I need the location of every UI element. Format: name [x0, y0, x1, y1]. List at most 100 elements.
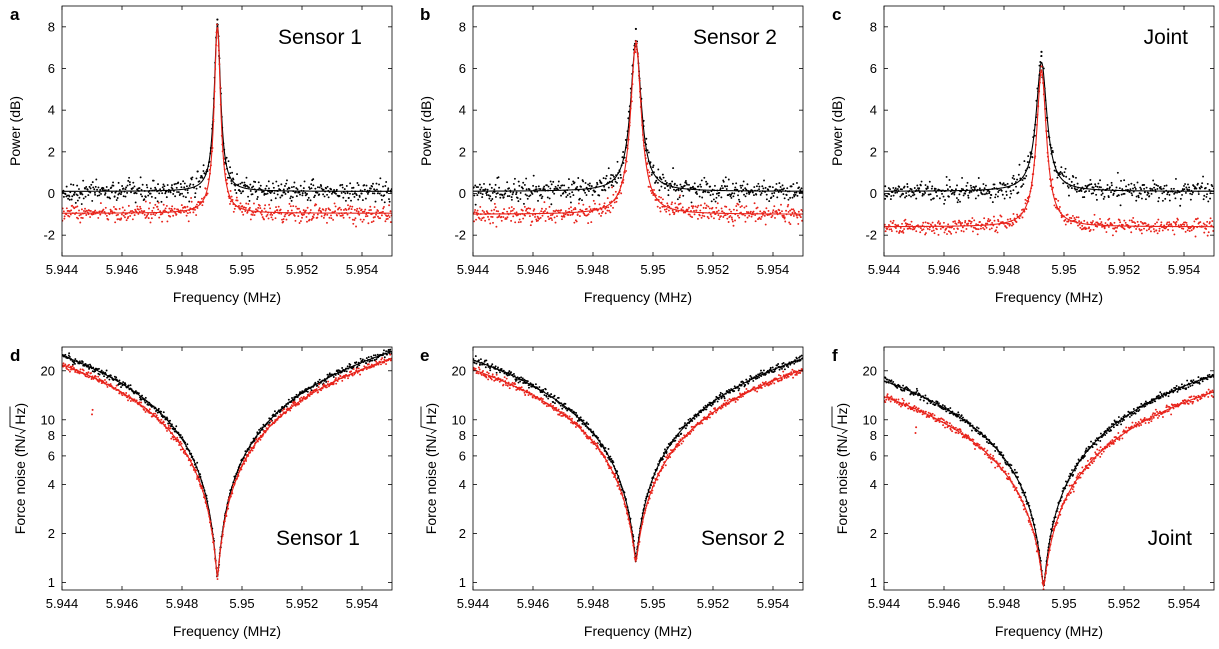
data-point — [693, 417, 696, 420]
data-point — [884, 223, 886, 226]
data-point — [363, 365, 366, 368]
data-point — [1136, 181, 1139, 184]
data-point — [373, 192, 376, 195]
data-point — [581, 422, 584, 425]
data-point — [93, 191, 96, 194]
data-point — [270, 199, 273, 202]
data-point — [713, 211, 716, 213]
data-point — [524, 193, 527, 196]
data-point — [300, 396, 303, 399]
data-point — [892, 194, 895, 197]
data-point — [1123, 192, 1126, 195]
data-point — [552, 180, 555, 183]
data-point — [294, 219, 297, 222]
data-point — [274, 217, 277, 220]
data-point — [674, 202, 677, 205]
data-point — [1026, 161, 1029, 163]
data-point — [170, 437, 173, 440]
data-point — [290, 199, 293, 202]
data-point — [666, 202, 669, 205]
data-point — [248, 186, 250, 189]
data-point — [491, 373, 494, 376]
data-point — [660, 196, 662, 199]
data-point — [658, 189, 661, 192]
data-point — [607, 186, 610, 189]
data-point — [1183, 184, 1185, 187]
data-point — [166, 416, 168, 419]
data-point — [750, 376, 753, 379]
data-point — [369, 187, 372, 190]
data-point — [922, 228, 925, 231]
data-point — [797, 210, 800, 213]
data-point — [289, 409, 292, 412]
data-point — [511, 381, 514, 384]
data-point — [154, 186, 157, 189]
data-point — [95, 178, 98, 181]
data-point — [1159, 185, 1162, 188]
data-point — [550, 217, 553, 220]
data-point — [798, 356, 801, 359]
data-point — [99, 202, 102, 205]
data-point — [1168, 193, 1171, 196]
data-point — [524, 214, 526, 217]
data-point — [1205, 224, 1208, 227]
data-point — [62, 195, 65, 198]
panel-title: Sensor 1 — [278, 26, 362, 49]
data-point — [587, 213, 590, 216]
data-point — [959, 222, 962, 225]
data-point — [1009, 190, 1012, 193]
data-point — [281, 218, 283, 221]
data-point — [71, 195, 74, 198]
data-point — [274, 415, 277, 417]
data-point — [996, 231, 999, 234]
data-point — [1193, 226, 1195, 229]
data-point — [773, 370, 776, 373]
data-point — [100, 369, 103, 372]
data-point — [199, 176, 202, 179]
y-tick-label: 0 — [870, 186, 877, 201]
data-point — [343, 370, 346, 373]
data-point — [301, 192, 304, 195]
data-point — [322, 193, 325, 196]
data-point — [380, 214, 383, 217]
data-point — [555, 406, 558, 409]
data-point — [1000, 189, 1003, 192]
data-point — [316, 213, 319, 216]
data-point — [176, 191, 179, 193]
data-point — [343, 209, 345, 211]
data-point — [927, 222, 930, 225]
data-point — [493, 208, 496, 211]
data-point — [744, 214, 746, 217]
data-point — [77, 217, 80, 220]
data-point — [1092, 228, 1095, 231]
data-point — [659, 210, 662, 213]
data-point — [85, 214, 88, 216]
data-point — [110, 186, 113, 189]
data-point — [117, 181, 120, 184]
data-point — [970, 186, 973, 189]
data-point — [745, 205, 748, 208]
data-point — [167, 422, 170, 425]
data-point — [114, 191, 117, 194]
data-point — [1166, 193, 1169, 196]
data-point — [930, 198, 933, 201]
data-point — [368, 209, 371, 212]
data-point — [383, 356, 386, 359]
data-point — [1111, 234, 1114, 237]
x-tick-label: 5.946 — [106, 262, 139, 277]
data-point — [189, 207, 192, 210]
data-point — [526, 207, 529, 210]
data-point — [714, 200, 717, 203]
data-point — [79, 213, 82, 216]
data-point — [386, 215, 389, 218]
data-point — [316, 186, 319, 189]
data-point — [992, 215, 995, 218]
data-point — [269, 207, 272, 210]
data-point — [953, 193, 956, 196]
data-point — [1208, 188, 1211, 191]
data-point — [694, 205, 697, 208]
data-point — [387, 348, 390, 351]
data-point — [71, 204, 74, 207]
data-point — [742, 188, 745, 191]
data-point — [781, 214, 784, 217]
